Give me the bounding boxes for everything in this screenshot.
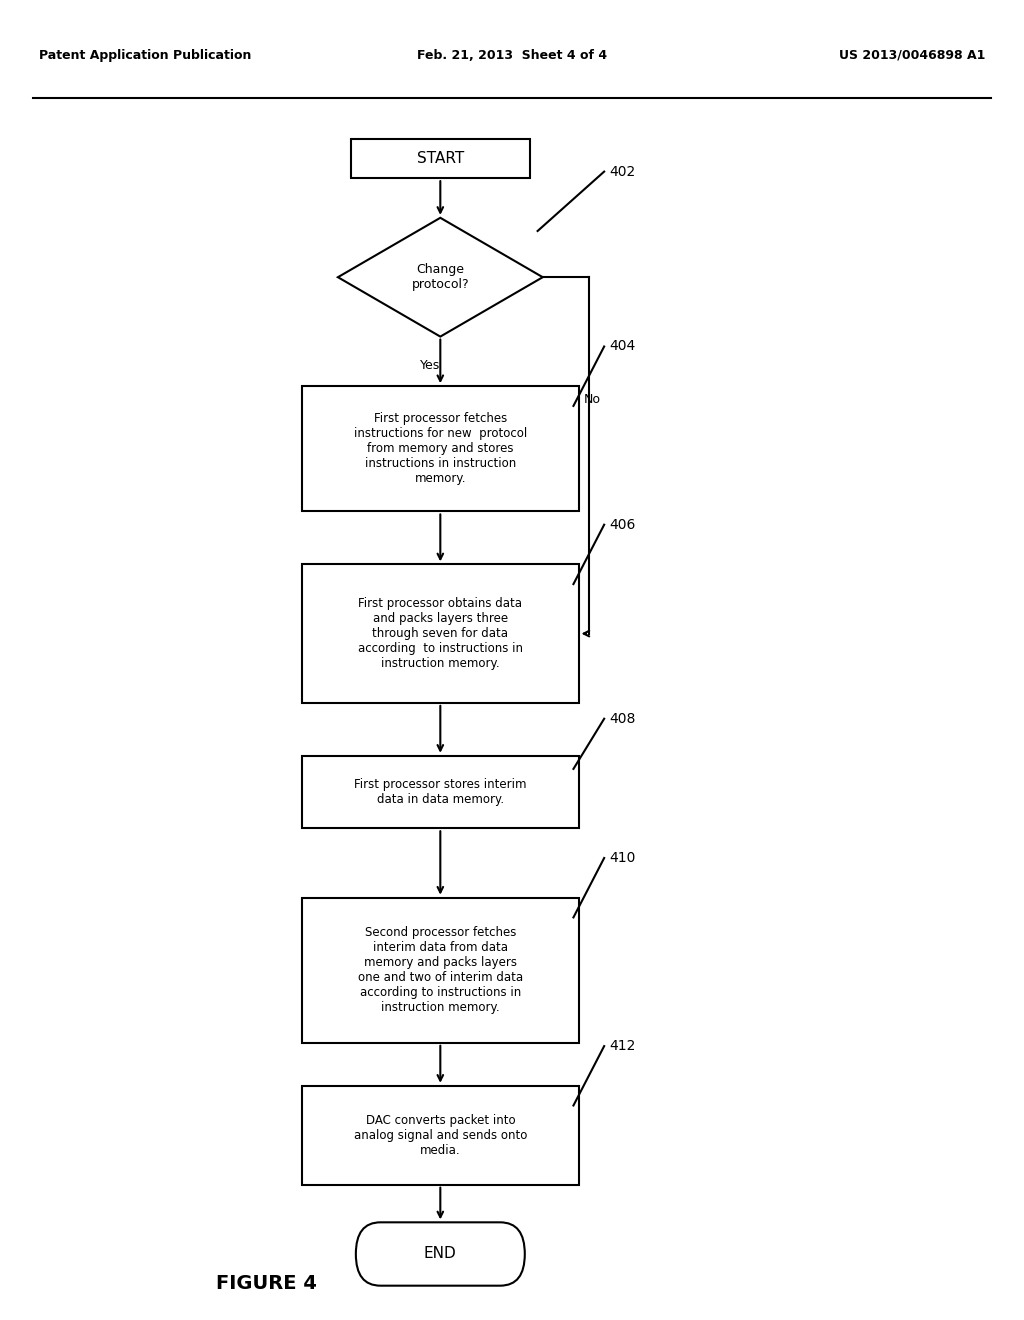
Polygon shape	[338, 218, 543, 337]
Text: START: START	[417, 150, 464, 166]
Text: 412: 412	[609, 1039, 636, 1053]
Text: 404: 404	[609, 339, 636, 354]
Bar	[350, 139, 530, 178]
Bar	[302, 565, 579, 702]
Text: Yes: Yes	[420, 359, 440, 372]
Text: 406: 406	[609, 517, 636, 532]
Text: First processor stores interim
data in data memory.: First processor stores interim data in d…	[354, 777, 526, 807]
Text: First processor obtains data
and packs layers three
through seven for data
accor: First processor obtains data and packs l…	[357, 597, 523, 671]
Text: No: No	[584, 393, 601, 405]
FancyBboxPatch shape	[356, 1222, 524, 1286]
Text: 402: 402	[609, 165, 636, 178]
Text: FIGURE 4: FIGURE 4	[216, 1274, 316, 1292]
Bar	[302, 385, 579, 511]
Text: 408: 408	[609, 711, 636, 726]
Text: US 2013/0046898 A1: US 2013/0046898 A1	[839, 49, 985, 62]
Text: Change
protocol?: Change protocol?	[412, 263, 469, 292]
Bar	[302, 1085, 579, 1185]
Text: First processor fetches
instructions for new  protocol
from memory and stores
in: First processor fetches instructions for…	[353, 412, 527, 486]
Text: Feb. 21, 2013  Sheet 4 of 4: Feb. 21, 2013 Sheet 4 of 4	[417, 49, 607, 62]
Text: 410: 410	[609, 851, 636, 865]
Bar	[302, 755, 579, 829]
Text: Second processor fetches
interim data from data
memory and packs layers
one and : Second processor fetches interim data fr…	[357, 927, 523, 1014]
Text: END: END	[424, 1246, 457, 1262]
Bar	[302, 898, 579, 1043]
Text: DAC converts packet into
analog signal and sends onto
media.: DAC converts packet into analog signal a…	[353, 1114, 527, 1156]
Text: Patent Application Publication: Patent Application Publication	[39, 49, 251, 62]
